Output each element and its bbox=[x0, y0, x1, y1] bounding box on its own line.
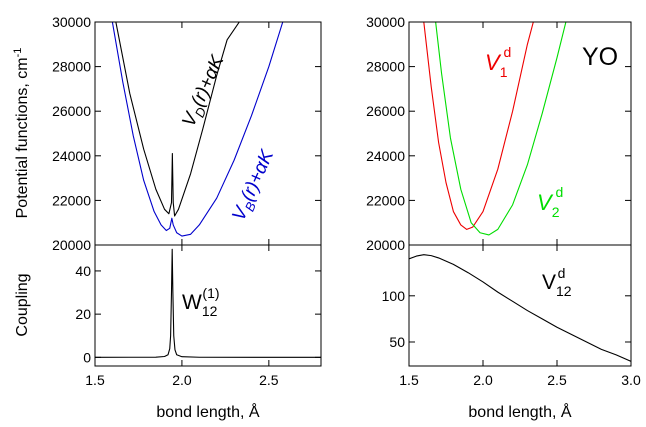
bottom-right-xlabel: bond length, Å bbox=[468, 402, 572, 421]
annotation-v2d: V2d bbox=[537, 184, 563, 220]
bl-ytick-label: 0 bbox=[83, 349, 91, 365]
tl-ytick-label: 20000 bbox=[52, 237, 91, 253]
tr-series-1-line bbox=[423, 22, 534, 230]
tl-ytick-label: 30000 bbox=[52, 14, 91, 30]
top-left-ylabel: Potential functions, cm-1 bbox=[12, 48, 31, 219]
panel-top-left-potentials: 20000 22000 24000 26000 28000 30000 Potential… bbox=[12, 14, 322, 253]
tl-series-2-line bbox=[111, 22, 284, 237]
tl-ytick-label: 28000 bbox=[52, 59, 91, 75]
bottom-left-xlabel: bond length, Å bbox=[156, 402, 260, 421]
top-right-curves bbox=[423, 22, 567, 236]
tr-series-2-line bbox=[435, 22, 567, 236]
bottom-left-ticks: 0 20 40 1.5 2.0 2.5 bbox=[75, 245, 321, 388]
bl-ytick-label: 20 bbox=[75, 306, 91, 322]
br-ytick-label: 50 bbox=[389, 334, 405, 350]
tl-series-1-line bbox=[115, 22, 240, 217]
bl-xtick-label: 2.0 bbox=[172, 372, 192, 388]
annotation-w12: W12(1) bbox=[182, 285, 220, 319]
top-right-ticks: 20000 22000 24000 26000 28000 30000 bbox=[366, 14, 632, 253]
br-xtick-label: 1.5 bbox=[399, 372, 419, 388]
bl-xtick-label: 1.5 bbox=[85, 372, 105, 388]
annotation-vd: VD(r)+αK bbox=[178, 51, 231, 131]
br-xtick-label: 2.5 bbox=[547, 372, 567, 388]
bottom-left-ylabel: Coupling bbox=[14, 273, 31, 336]
chart-title-yo: YO bbox=[582, 43, 618, 71]
tl-ytick-label: 26000 bbox=[52, 103, 91, 119]
tr-ytick-label: 24000 bbox=[366, 148, 405, 164]
tr-ytick-label: 20000 bbox=[366, 237, 405, 253]
br-xtick-label: 2.0 bbox=[473, 372, 493, 388]
tr-ytick-label: 22000 bbox=[366, 192, 405, 208]
tl-ytick-label: 24000 bbox=[52, 148, 91, 164]
annotation-v12d: V12d bbox=[542, 265, 572, 299]
annotation-v1d: V1d bbox=[485, 44, 511, 80]
panel-top-right-potentials: 20000 22000 24000 26000 28000 30000 YO V1d V2… bbox=[366, 14, 632, 253]
bottom-right-frame bbox=[408, 244, 632, 367]
br-ytick-label: 100 bbox=[382, 288, 406, 304]
tr-ytick-label: 28000 bbox=[366, 59, 405, 75]
bl-series-1-line bbox=[95, 248, 321, 358]
top-left-ticks: 20000 22000 24000 26000 28000 30000 bbox=[52, 14, 321, 253]
br-xtick-label: 3.0 bbox=[621, 372, 641, 388]
top-left-curves bbox=[111, 22, 284, 237]
bottom-left-curves bbox=[95, 248, 321, 358]
panel-bottom-left-coupling: 0 20 40 1.5 2.0 2.5 Coupling bond length, Å W… bbox=[14, 244, 322, 421]
bottom-right-curves bbox=[409, 254, 631, 362]
annotation-vb: VB(r)+αK bbox=[228, 146, 281, 225]
panel-bottom-right-coupling: 50 100 1.5 2.0 2.5 3.0 bond length, Å V12d bbox=[382, 244, 641, 421]
tr-ytick-label: 30000 bbox=[366, 14, 405, 30]
tl-ytick-label: 22000 bbox=[52, 192, 91, 208]
bl-ytick-label: 40 bbox=[75, 263, 91, 279]
bl-xtick-label: 2.5 bbox=[259, 372, 279, 388]
br-series-1-line bbox=[409, 254, 631, 362]
bottom-left-frame bbox=[94, 244, 322, 367]
bottom-right-ticks: 50 100 1.5 2.0 2.5 3.0 bbox=[382, 245, 641, 388]
tr-ytick-label: 26000 bbox=[366, 103, 405, 119]
